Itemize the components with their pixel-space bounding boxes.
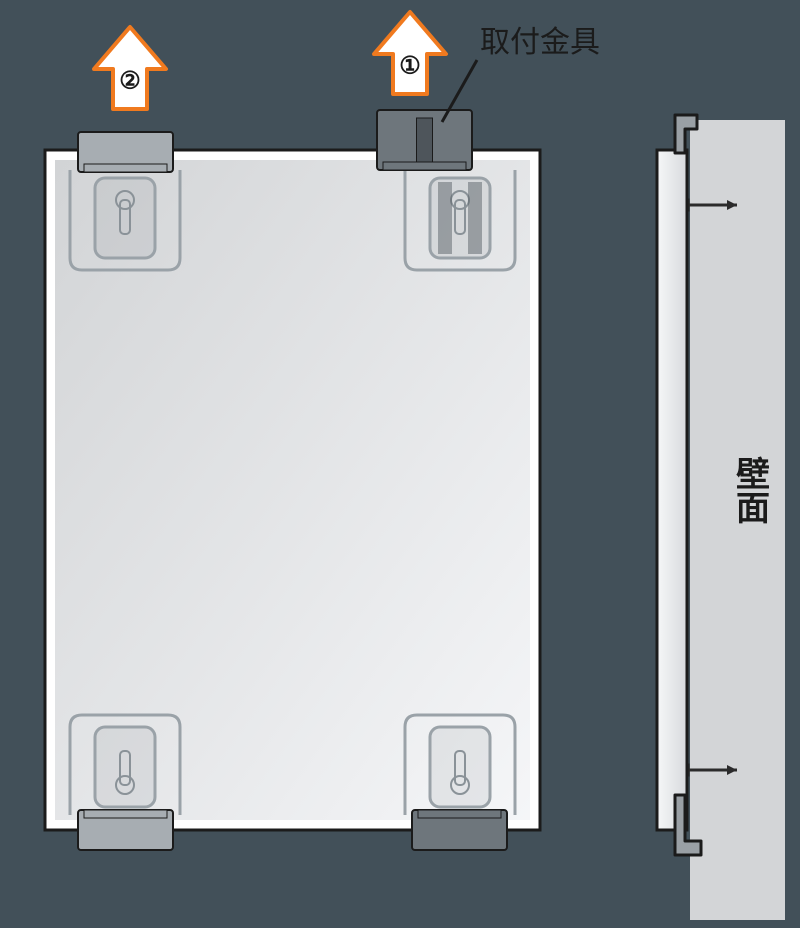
side-view: 壁面 xyxy=(657,115,785,920)
wall-label: 壁面 xyxy=(731,456,770,524)
bracket-label: 取付金具 xyxy=(480,26,600,59)
arrow-1-number: ① xyxy=(399,53,421,80)
arrow-2-number: ② xyxy=(119,68,141,95)
panel-side-edge xyxy=(657,150,687,830)
diagram-canvas: 壁面 取付金具 ① ② xyxy=(0,0,800,928)
diagram-svg: 壁面 取付金具 ① ② xyxy=(0,0,800,928)
front-view xyxy=(45,110,540,850)
